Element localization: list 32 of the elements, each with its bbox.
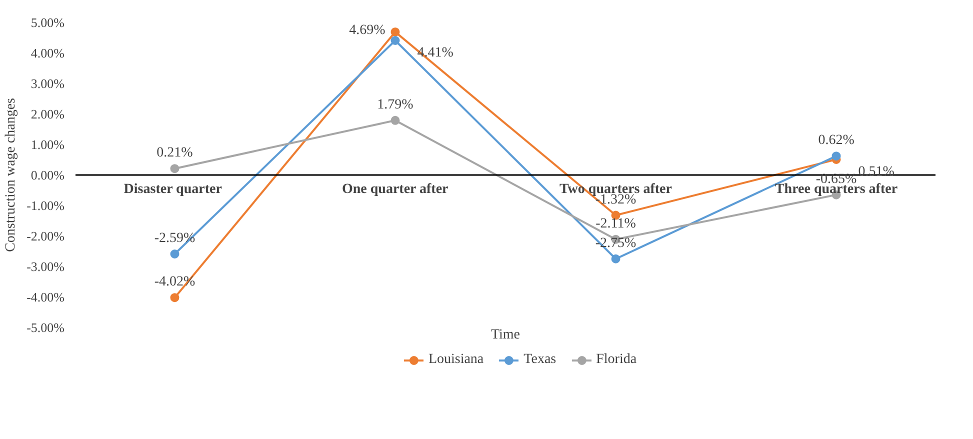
y-tick-label: -1.00%: [26, 198, 65, 213]
text: 4.69%: [349, 22, 386, 38]
legend-label: Florida: [596, 352, 637, 368]
text: 0.62%: [818, 133, 854, 148]
y-tick-label: -4.00%: [26, 290, 65, 304]
text: -2.11%: [596, 216, 636, 232]
legend-label: Louisiana: [428, 352, 484, 368]
y-tick-label: -3.00%: [26, 259, 65, 274]
text: 0.21%: [156, 146, 193, 161]
point: [832, 152, 841, 161]
x-tick-label: One quarter after: [342, 182, 448, 197]
y-tick-label: 1.00%: [30, 137, 65, 152]
legend-label: Texas: [524, 352, 556, 368]
y-tick-label: 2.00%: [30, 106, 65, 122]
x-axis-title: Time: [490, 328, 520, 342]
y-tick-label: -5.00%: [26, 320, 65, 335]
y-axis-title: Construction wage changes: [4, 98, 19, 252]
y-tick-label: -2.00%: [26, 228, 65, 244]
point: [170, 250, 180, 258]
y-tick-label: 0.00%: [30, 168, 65, 182]
point: [611, 254, 620, 264]
point: [390, 116, 400, 125]
point: [390, 27, 400, 36]
x-tick-label: Three quarters after: [774, 182, 898, 197]
point: [170, 293, 180, 302]
point: [170, 164, 180, 174]
point: [390, 36, 400, 45]
x-tick-label: Disaster quarter: [124, 182, 222, 197]
y-tick-label: 5.00%: [30, 15, 65, 30]
text: 1.79%: [377, 97, 414, 112]
y-tick-label: 4.00%: [30, 46, 65, 60]
y-tick-label: 3.00%: [30, 76, 65, 91]
